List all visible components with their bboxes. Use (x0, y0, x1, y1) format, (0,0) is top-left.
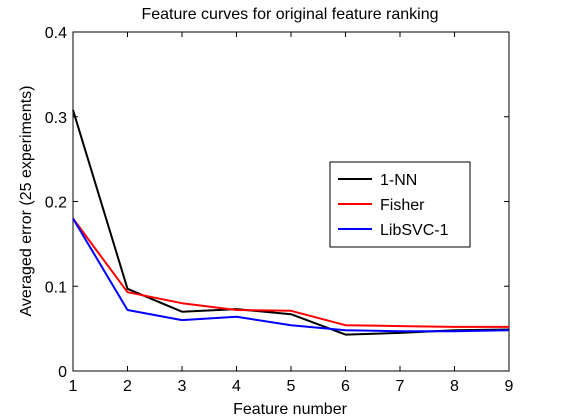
y-tick-label: 0.3 (45, 110, 67, 127)
x-tick-label: 4 (232, 378, 241, 395)
x-tick-label: 2 (123, 378, 132, 395)
series-line-libsvc-1 (72, 217, 510, 333)
y-tick-label: 0.1 (45, 279, 67, 296)
x-tick-label: 5 (287, 378, 296, 395)
x-axis-ticks: 1 2 3 4 5 6 7 8 9 (69, 32, 514, 395)
chart-title: Feature curves for original feature rank… (141, 6, 438, 23)
series-layer (72, 109, 510, 336)
legend-label-1-nn: 1-NN (380, 172, 417, 189)
y-tick-label: 0 (58, 364, 67, 381)
x-tick-label: 6 (341, 378, 350, 395)
y-axis-ticks: 0 0.1 0.2 0.3 0.4 (45, 25, 509, 381)
legend-label-fisher: Fisher (380, 197, 425, 214)
x-tick-label: 7 (396, 378, 405, 395)
x-tick-label: 1 (69, 378, 78, 395)
x-tick-label: 8 (450, 378, 459, 395)
legend-label-libsvc-1: LibSVC-1 (380, 222, 449, 239)
y-axis-label: Averaged error (25 experiments) (18, 86, 35, 317)
y-tick-label: 0.2 (45, 195, 67, 212)
legend: 1-NN Fisher LibSVC-1 (329, 161, 471, 248)
x-tick-label: 3 (178, 378, 187, 395)
y-tick-label: 0.4 (45, 25, 67, 42)
series-line-fisher (72, 217, 509, 328)
x-tick-label: 9 (505, 378, 514, 395)
x-axis-label: Feature number (233, 401, 348, 418)
